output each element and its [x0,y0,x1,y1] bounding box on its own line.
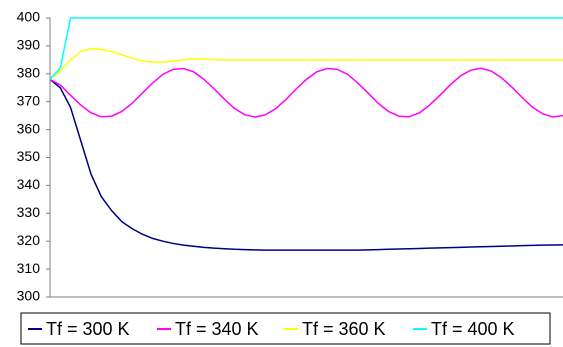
series-line [50,78,563,251]
series-line [50,17,563,80]
y-tick-label: 390 [17,37,41,53]
y-tick-label: 350 [17,148,41,164]
plot-area [50,17,563,251]
y-tick-label: 380 [17,65,41,81]
legend-label: Tf = 300 K [46,319,130,339]
y-tick-label: 340 [17,176,41,192]
y-tick-label: 360 [17,120,41,136]
legend-label: Tf = 340 K [175,319,259,339]
y-tick-label: 320 [17,232,41,248]
y-tick-label: 370 [17,92,41,108]
series-line [50,67,563,118]
y-tick-label: 330 [17,204,41,220]
legend-label: Tf = 360 K [302,319,386,339]
legend-label: Tf = 400 K [431,319,515,339]
y-tick-label: 400 [17,9,41,25]
y-tick-label: 310 [17,260,41,276]
series-line [50,47,563,80]
y-tick-label: 300 [17,288,41,304]
